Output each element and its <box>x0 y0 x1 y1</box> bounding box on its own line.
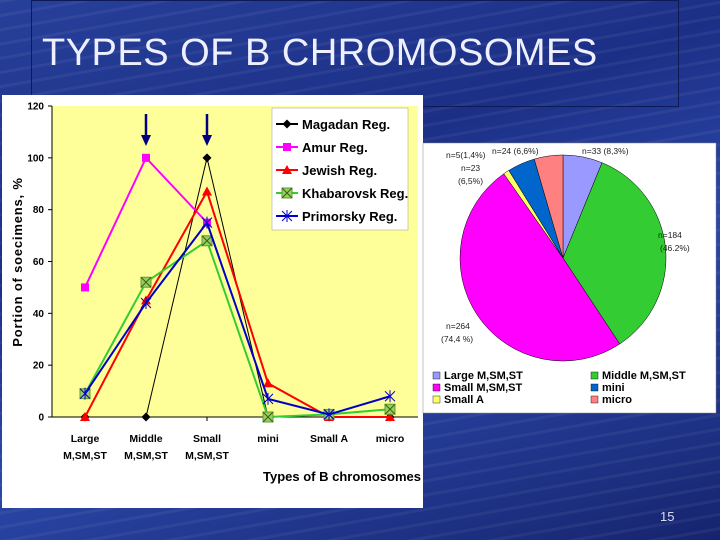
pie-legend-label: Large M,SM,ST <box>444 370 523 382</box>
legend-marker <box>282 165 292 174</box>
data-point <box>202 153 212 163</box>
y-tick-label: 60 <box>33 257 45 268</box>
x-tick-label: M,SM,ST <box>185 450 229 462</box>
pie-slice-label: (46.2%) <box>660 243 690 253</box>
legend-marker <box>281 210 293 222</box>
x-tick-label: Middle <box>129 433 162 445</box>
pie-legend-item: micro <box>590 394 632 406</box>
y-tick-label: 20 <box>33 361 45 372</box>
series-4 <box>79 216 396 421</box>
legend-item: Khabarovsk Reg. <box>276 186 408 201</box>
x-tick-label: M,SM,ST <box>63 450 107 462</box>
data-point <box>384 403 396 415</box>
pie-legend-swatch <box>590 383 599 392</box>
y-axis-label: Portion of soecimens, % <box>10 177 25 346</box>
data-point <box>140 276 152 288</box>
data-point <box>142 153 150 162</box>
y-tick-label: 100 <box>27 153 44 164</box>
data-point <box>80 412 90 421</box>
pie-legend-item: Middle M,SM,ST <box>590 370 686 382</box>
pie-legend-swatch <box>432 383 441 392</box>
data-point <box>262 392 274 405</box>
y-tick-label: 80 <box>33 205 45 216</box>
x-axis-label: Types of B chromosomes <box>263 469 421 484</box>
data-point <box>263 378 273 388</box>
data-point <box>201 216 213 229</box>
pie-slice-label: n=184 <box>658 230 682 240</box>
pie-legend-swatch <box>432 395 441 404</box>
pie-slice-label: n=264 <box>446 321 470 331</box>
legend-label: Magadan Reg. <box>302 117 390 132</box>
pie-legend-label: micro <box>602 394 632 406</box>
y-tick-label: 120 <box>27 102 44 113</box>
data-point <box>202 186 212 196</box>
x-tick-label: M,SM,ST <box>124 450 168 462</box>
legend-item: Jewish Reg. <box>276 163 377 178</box>
legend-label: Khabarovsk Reg. <box>302 186 408 201</box>
data-point <box>201 235 213 247</box>
pointer-arrow <box>202 114 212 146</box>
data-point <box>262 411 274 423</box>
pie-slice-label: n=24 (6,6%) <box>492 146 539 156</box>
legend-item: Magadan Reg. <box>276 117 390 132</box>
data-point <box>141 412 151 422</box>
pie-slice <box>459 173 621 362</box>
pie-legend-item: Large M,SM,ST <box>432 370 523 382</box>
data-point <box>79 387 91 400</box>
legend-label: Jewish Reg. <box>302 163 377 178</box>
pie-legend-item: Small A <box>432 394 484 406</box>
pie-legend-label: mini <box>602 382 625 394</box>
data-point <box>81 283 89 292</box>
pie-legend-swatch <box>590 371 599 380</box>
legend-marker <box>283 143 291 151</box>
pie-slice <box>533 154 564 259</box>
pie-legend-item: mini <box>590 382 625 394</box>
legend-marker <box>282 119 292 129</box>
pointer-arrow <box>141 114 151 146</box>
pie-slice-label: n=5(1,4%) <box>446 150 486 160</box>
pie-slice-label: (74,4 %) <box>441 334 473 344</box>
pie-legend-swatch <box>432 371 441 380</box>
legend-label: Amur Reg. <box>302 140 368 155</box>
data-point <box>384 390 396 403</box>
series-line <box>84 239 391 419</box>
x-tick-label: micro <box>376 433 405 445</box>
y-tick-label: 40 <box>33 309 45 320</box>
legend-item: Primorsky Reg. <box>276 209 397 224</box>
pie-legend-swatch <box>590 395 599 404</box>
pie-legend-label: Small A <box>444 394 484 406</box>
page-number: 15 <box>660 509 675 524</box>
pie-slice-label: (6,5%) <box>458 176 483 186</box>
x-tick-label: Large <box>71 433 100 445</box>
data-point <box>140 296 152 309</box>
pie-slice-label: n=33 (8,3%) <box>582 146 629 156</box>
legend-label: Primorsky Reg. <box>302 209 397 224</box>
legend-marker <box>281 187 293 199</box>
legend-item: Amur Reg. <box>276 140 368 155</box>
pie-legend-item: Small M,SM,ST <box>432 382 523 394</box>
pie-slice-label: n=23 <box>461 163 480 173</box>
pie-slice <box>562 162 667 345</box>
x-tick-label: mini <box>257 433 279 445</box>
data-point <box>385 412 395 421</box>
slide-title: TYPES OF B CHROMOSOMES <box>42 32 598 74</box>
x-tick-label: Small <box>193 433 221 445</box>
x-tick-label: Small A <box>310 433 349 445</box>
y-tick-label: 0 <box>38 413 44 424</box>
pie-legend-label: Middle M,SM,ST <box>602 370 686 382</box>
data-point <box>323 408 335 421</box>
pie-legend-label: Small M,SM,ST <box>444 382 523 394</box>
series-line <box>84 220 391 416</box>
